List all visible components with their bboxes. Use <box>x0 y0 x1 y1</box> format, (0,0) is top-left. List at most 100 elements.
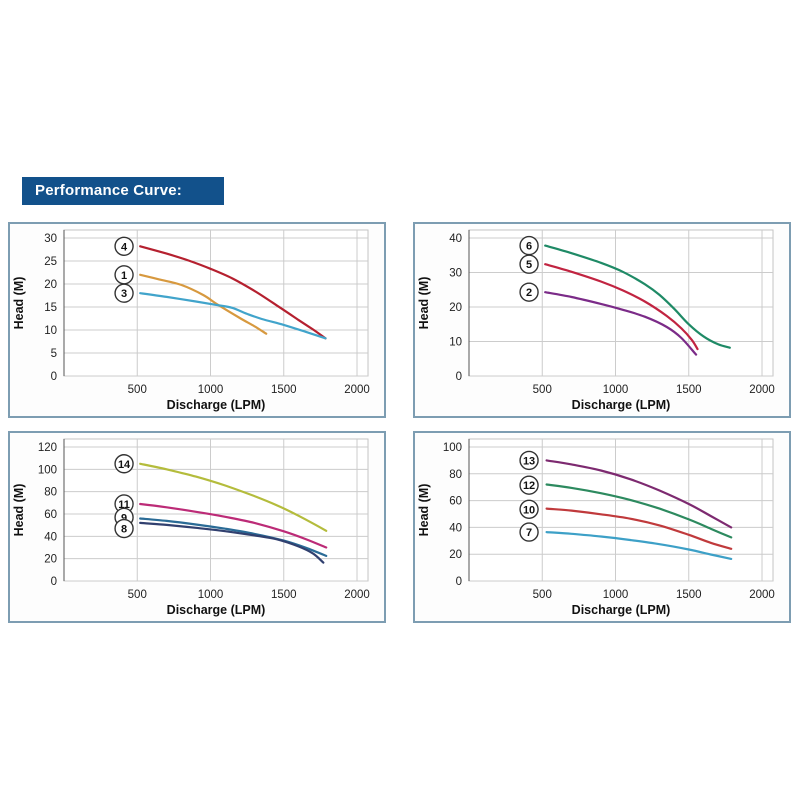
x-tick-label-500: 500 <box>128 384 147 396</box>
y-tick-label-0: 0 <box>456 576 462 588</box>
y-tick-label-60: 60 <box>449 496 462 508</box>
x-tick-label-1500: 1500 <box>271 384 297 396</box>
x-tick-label-1000: 1000 <box>603 589 629 601</box>
x-tick-label-1500: 1500 <box>676 589 702 601</box>
curve-1 <box>139 273 268 335</box>
y-tick-label-100: 100 <box>443 442 462 454</box>
y-tick-label-10: 10 <box>449 337 462 349</box>
curve-6 <box>544 244 731 349</box>
page-title: Performance Curve: <box>22 177 224 205</box>
x-tick-label-2000: 2000 <box>749 384 775 396</box>
chart-svg-bottom-right: 500 1000 1500 2000 0 20 40 60 80 100 13 12 10 7 Discha… <box>417 438 775 617</box>
chart-panel-top-right: 500 1000 1500 2000 0 10 20 30 40 6 5 2 Discharge (LP… <box>413 222 791 418</box>
curve-label-text-13: 13 <box>523 455 535 467</box>
curve-label-circle-5 <box>519 254 539 274</box>
x-tick-label-2000: 2000 <box>749 589 775 601</box>
chart-panel-top-left: 500 1000 1500 2000 0 5 10 15 20 25 30 4 1 3 Discharge … <box>8 222 386 418</box>
y-tick-label-30: 30 <box>44 233 57 245</box>
curve-label-circle-10 <box>519 499 539 520</box>
x-tick-label-1000: 1000 <box>198 384 224 396</box>
x-tick-label-1500: 1500 <box>676 384 702 396</box>
x-tick-label-2000: 2000 <box>344 384 370 396</box>
y-tick-label-40: 40 <box>449 522 462 534</box>
curve-label-text-1: 1 <box>121 270 127 282</box>
curve-label-circle-13 <box>519 450 539 471</box>
y-tick-label-20: 20 <box>449 302 462 314</box>
curve-label-text-12: 12 <box>523 480 535 492</box>
y-tick-label-25: 25 <box>44 256 57 268</box>
curve-3 <box>139 292 327 340</box>
chart-panel-bottom-right: 500 1000 1500 2000 0 20 40 60 80 100 13 12 10 7 Discha… <box>413 431 791 623</box>
x-axis-label: Discharge (LPM) <box>572 603 671 617</box>
y-tick-label-20: 20 <box>449 549 462 561</box>
curve-label-circle-4 <box>114 236 134 256</box>
curve-label-text-2: 2 <box>526 287 532 299</box>
curve-label-circle-14 <box>114 454 134 474</box>
chart-svg-top-left: 500 1000 1500 2000 0 5 10 15 20 25 30 4 1 3 Discharge … <box>12 229 370 412</box>
y-tick-label-80: 80 <box>449 469 462 481</box>
x-tick-label-1000: 1000 <box>603 384 629 396</box>
y-axis-label: Head (M) <box>417 484 431 537</box>
x-tick-label-500: 500 <box>533 589 552 601</box>
curve-label-circle-3 <box>114 283 134 303</box>
curve-13 <box>545 459 733 529</box>
y-tick-label-120: 120 <box>38 442 57 454</box>
chart-panel-bottom-left: 500 1000 1500 2000 0 20 40 60 80 100 120 14 11 9 8 Disc… <box>8 431 386 623</box>
plot-area-top-right <box>468 229 774 377</box>
x-axis-label: Discharge (LPM) <box>167 398 266 412</box>
y-axis-label: Head (M) <box>12 277 26 330</box>
y-tick-label-100: 100 <box>38 464 57 476</box>
x-axis-label: Discharge (LPM) <box>572 398 671 412</box>
y-tick-label-0: 0 <box>51 576 57 588</box>
y-tick-label-60: 60 <box>44 509 57 521</box>
curve-label-circle-8 <box>114 518 134 539</box>
plot-area-bottom-left <box>63 438 369 582</box>
y-tick-label-15: 15 <box>44 302 57 314</box>
x-axis-label: Discharge (LPM) <box>167 603 266 617</box>
y-tick-label-30: 30 <box>449 268 462 280</box>
curve-label-text-14: 14 <box>118 459 131 471</box>
curve-label-text-3: 3 <box>121 288 127 300</box>
curve-label-circle-7 <box>519 522 539 542</box>
curve-label-text-8: 8 <box>121 524 127 536</box>
y-tick-label-10: 10 <box>44 325 57 337</box>
y-tick-label-5: 5 <box>51 348 57 360</box>
curve-label-text-6: 6 <box>526 241 532 253</box>
curve-14 <box>139 462 328 532</box>
x-tick-label-1000: 1000 <box>198 589 224 601</box>
curve-8 <box>139 521 325 564</box>
curve-label-circle-2 <box>519 282 539 302</box>
curve-label-text-11: 11 <box>118 499 130 511</box>
curve-9 <box>139 517 328 557</box>
y-tick-label-20: 20 <box>44 279 57 291</box>
x-tick-label-500: 500 <box>128 589 147 601</box>
chart-svg-top-right: 500 1000 1500 2000 0 10 20 30 40 6 5 2 Discharge (LP… <box>417 229 775 412</box>
curve-label-text-10: 10 <box>523 504 535 516</box>
x-tick-label-1500: 1500 <box>271 589 297 601</box>
curve-label-circle-12 <box>519 475 539 495</box>
charts-grid: 500 1000 1500 2000 0 5 10 15 20 25 30 4 1 3 Discharge … <box>8 222 791 623</box>
curve-label-text-5: 5 <box>526 259 532 271</box>
plot-area-bottom-right <box>468 438 774 582</box>
y-tick-label-20: 20 <box>44 554 57 566</box>
curve-label-text-9: 9 <box>121 512 127 524</box>
curve-12 <box>545 483 733 539</box>
y-tick-label-40: 40 <box>449 233 462 245</box>
y-tick-label-0: 0 <box>51 371 57 383</box>
curve-label-text-4: 4 <box>121 241 128 253</box>
curve-4 <box>139 245 327 340</box>
curve-2 <box>544 291 698 356</box>
y-axis-label: Head (M) <box>12 484 26 537</box>
x-tick-label-500: 500 <box>533 384 552 396</box>
curve-7 <box>545 531 733 560</box>
curve-11 <box>139 502 328 549</box>
curve-5 <box>544 263 699 351</box>
x-tick-label-2000: 2000 <box>344 589 370 601</box>
y-axis-label: Head (M) <box>417 277 431 330</box>
curve-10 <box>545 507 733 550</box>
y-tick-label-80: 80 <box>44 487 57 499</box>
y-tick-label-0: 0 <box>456 371 462 383</box>
y-tick-label-40: 40 <box>44 531 57 543</box>
